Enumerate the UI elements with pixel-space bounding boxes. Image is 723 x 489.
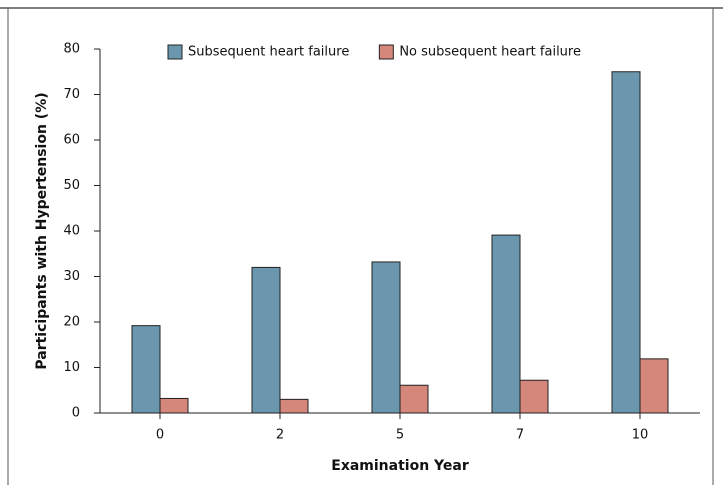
y-tick-label: 80 [63, 42, 80, 57]
y-tick-label: 50 [63, 178, 80, 193]
legend-label: No subsequent heart failure [399, 45, 581, 60]
x-tick-label: 7 [516, 428, 524, 443]
legend-swatch [378, 44, 394, 60]
bar [159, 397, 189, 414]
legend-label: Subsequent heart failure [188, 45, 349, 60]
x-tick-label: 10 [632, 428, 649, 443]
bar [491, 234, 521, 414]
bar [611, 71, 641, 414]
x-tick-label: 0 [156, 428, 164, 443]
bar [639, 358, 669, 414]
y-tick-label: 40 [63, 224, 80, 239]
y-tick-label: 60 [63, 133, 80, 148]
bar [279, 398, 309, 414]
y-tick-label: 0 [72, 406, 80, 421]
y-tick-label: 20 [63, 315, 80, 330]
y-tick-label: 70 [63, 87, 80, 102]
y-tick-label: 30 [63, 269, 80, 284]
legend-swatch [167, 44, 183, 60]
y-tick-label: 10 [63, 360, 80, 375]
x-tick-label: 2 [276, 428, 284, 443]
x-axis-title: Examination Year [331, 458, 469, 474]
bar [251, 266, 281, 414]
bar [399, 384, 429, 414]
bar [519, 379, 549, 414]
bar [371, 261, 401, 414]
y-axis-title: Participants with Hypertension (%) [34, 92, 50, 369]
x-tick-label: 5 [396, 428, 404, 443]
bar [131, 325, 161, 414]
